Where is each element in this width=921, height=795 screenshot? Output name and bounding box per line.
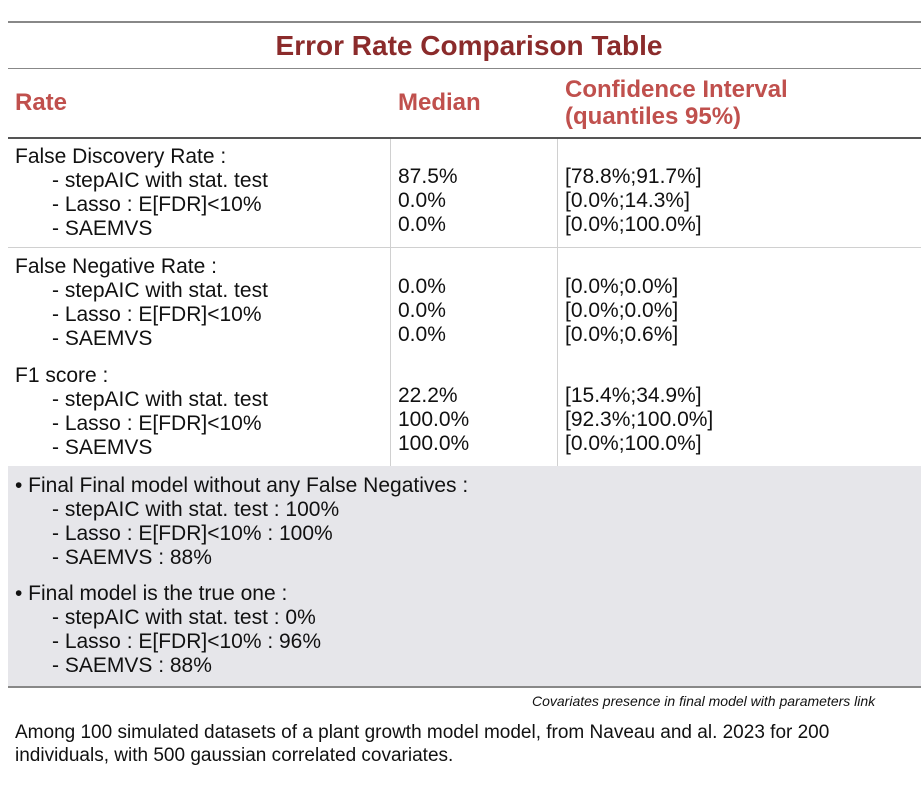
median: 100.0% xyxy=(398,408,470,431)
summary-item: - SAEMVS : 88% xyxy=(52,654,212,677)
note: Among 100 simulated datasets of a plant … xyxy=(15,722,830,766)
median: 0.0% xyxy=(398,275,446,298)
rule xyxy=(8,137,921,139)
row-name: - Lasso : E[FDR]<10% xyxy=(52,193,262,216)
row-name: - SAEMVS xyxy=(52,436,153,459)
median: 0.0% xyxy=(398,323,446,346)
summary-item: - stepAIC with stat. test : 0% xyxy=(52,606,316,629)
summary-item: - stepAIC with stat. test : 100% xyxy=(52,498,340,521)
section-label: F1 score : xyxy=(15,364,109,387)
title: Error Rate Comparison Table xyxy=(275,30,663,61)
rule xyxy=(8,68,921,69)
median: 0.0% xyxy=(398,189,446,212)
column-divider xyxy=(390,139,391,466)
rule xyxy=(8,247,921,248)
row-name: - stepAIC with stat. test xyxy=(52,169,268,192)
confidence-interval: [78.8%;91.7%] xyxy=(565,165,702,188)
summary-item: - Lasso : E[FDR]<10% : 100% xyxy=(52,522,333,545)
median: 100.0% xyxy=(398,432,470,455)
confidence-interval: [15.4%;34.9%] xyxy=(565,384,702,407)
confidence-interval: [0.0%;14.3%] xyxy=(565,189,690,212)
median: 0.0% xyxy=(398,213,446,236)
confidence-interval: [0.0%;100.0%] xyxy=(565,432,702,455)
row-name: - stepAIC with stat. test xyxy=(52,388,268,411)
row-name: - stepAIC with stat. test xyxy=(52,279,268,302)
confidence-interval: [92.3%;100.0%] xyxy=(565,408,714,431)
summary-panel xyxy=(8,466,921,686)
confidence-interval: [0.0%;0.0%] xyxy=(565,299,679,322)
median: 87.5% xyxy=(398,165,458,188)
column-divider xyxy=(557,139,558,466)
median: 22.2% xyxy=(398,384,458,407)
confidence-interval: [0.0%;0.6%] xyxy=(565,323,679,346)
row-name: - Lasso : E[FDR]<10% xyxy=(52,412,262,435)
confidence-interval: [0.0%;100.0%] xyxy=(565,213,702,236)
row-name: - SAEMVS xyxy=(52,217,153,240)
median: 0.0% xyxy=(398,299,446,322)
rule xyxy=(8,21,921,23)
row-name: - Lasso : E[FDR]<10% xyxy=(52,303,262,326)
column-header: Rate xyxy=(15,89,68,116)
rule xyxy=(8,686,921,688)
confidence-interval: [0.0%;0.0%] xyxy=(565,275,679,298)
column-header: Confidence Interval (quantiles 95%) xyxy=(565,76,788,130)
row-name: - SAEMVS xyxy=(52,327,153,350)
summary-item: - Lasso : E[FDR]<10% : 96% xyxy=(52,630,322,653)
summary-label: • Final model is the true one : xyxy=(15,582,288,605)
footnote: Covariates presence in final model with … xyxy=(532,693,876,709)
summary-label: • Final Final model without any False Ne… xyxy=(15,474,469,497)
section-label: False Discovery Rate : xyxy=(15,145,227,168)
column-header: Median xyxy=(398,89,481,116)
summary-item: - SAEMVS : 88% xyxy=(52,546,212,569)
section-label: False Negative Rate : xyxy=(15,255,217,278)
